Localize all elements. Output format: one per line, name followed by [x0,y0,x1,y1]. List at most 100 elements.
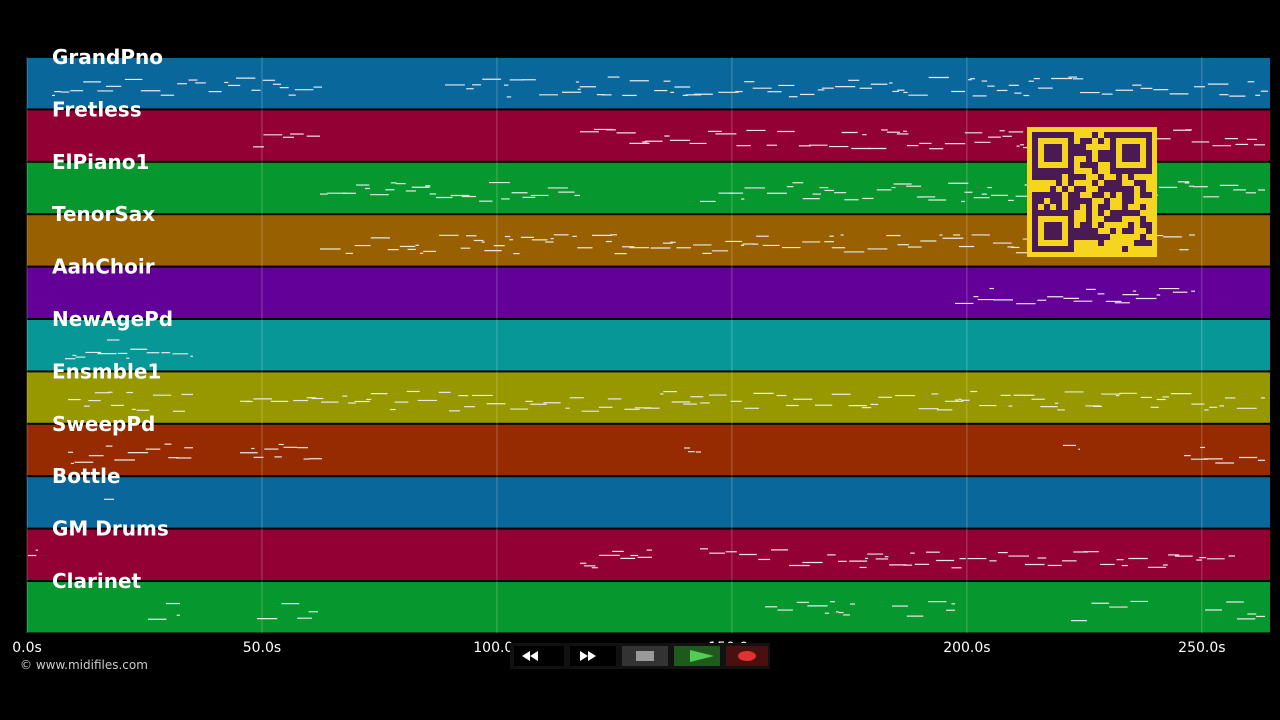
qr-cell [1068,204,1074,210]
qr-cell [1044,204,1050,210]
qr-cell [1092,132,1098,138]
qr-cell [1056,132,1062,138]
qr-cell [1092,192,1098,198]
qr-cell [1092,168,1098,174]
grid [26,57,1203,634]
qr-cell [1110,144,1116,150]
qr-cell [1050,246,1056,252]
track-name: GM Drums [52,517,169,541]
qr-cell [1062,246,1068,252]
qr-cell [1044,210,1050,216]
qr-cell [1104,234,1110,240]
qr-cell [1056,150,1062,156]
qr-cell [1110,186,1116,192]
transport-controls [510,643,770,669]
qr-cell [1140,234,1146,240]
qr-cell [1086,234,1092,240]
qr-cell [1038,174,1044,180]
qr-cell [1068,156,1074,162]
qr-cell [1074,144,1080,150]
qr-cell [1116,186,1122,192]
qr-cell [1128,168,1134,174]
qr-cell [1080,234,1086,240]
qr-cell [1104,186,1110,192]
copyright: © www.midifiles.com [20,658,148,672]
qr-cell [1098,174,1104,180]
qr-cell [1050,210,1056,216]
qr-cell [1044,192,1050,198]
qr-cell [1044,156,1050,162]
qr-cell [1098,150,1104,156]
qr-cell [1050,192,1056,198]
qr-cell [1050,144,1056,150]
qr-cell [1110,150,1116,156]
qr-cell [1146,156,1152,162]
qr-cell [1146,222,1152,228]
qr-cell [1032,156,1038,162]
track-row [27,477,1270,528]
qr-cell [1068,180,1074,186]
track-name: ElPiano1 [52,150,149,174]
qr-cell [1074,198,1080,204]
qr-cell [1110,180,1116,186]
track-name: Fretless [52,97,142,121]
rewind-button[interactable] [514,646,564,666]
track-name: Clarinet [52,569,142,593]
qr-cell [1044,174,1050,180]
qr-cell [1146,144,1152,150]
qr-cell [1110,216,1116,222]
qr-cell [1074,174,1080,180]
track-labels: GrandPno Fretless ElPiano1 TenorSax AahChoir… [52,45,173,593]
qr-cell [1128,132,1134,138]
qr-cell [1086,210,1092,216]
track-row [27,529,1270,580]
qr-cell [1146,138,1152,144]
qr-cell [1146,168,1152,174]
qr-cell [1092,228,1098,234]
forward-icon [580,651,596,661]
tick-label: 100.0s [473,640,520,656]
qr-cell [1050,234,1056,240]
qr-cell [1140,168,1146,174]
qr-cell [1080,222,1086,228]
qr-cell [1074,228,1080,234]
qr-cell [1104,198,1110,204]
qr-cell [1098,204,1104,210]
qr-cell [1116,216,1122,222]
qr-cell [1068,216,1074,222]
qr-cell [1032,162,1038,168]
qr-cell [1128,144,1134,150]
qr-cell [1032,240,1038,246]
qr-cell [1038,168,1044,174]
qr-cell [1044,150,1050,156]
qr-cell [1056,228,1062,234]
track-row [27,320,1270,371]
qr-cell [1134,156,1140,162]
qr-cell [1116,168,1122,174]
qr-cell [1056,198,1062,204]
qr-cell [1038,132,1044,138]
qr-cell [1128,192,1134,198]
qr-cell [1122,204,1128,210]
qr-cell [1104,132,1110,138]
qr-cell [1044,168,1050,174]
qr-cell [1068,234,1074,240]
qr-cell [1140,240,1146,246]
qr-cell [1068,144,1074,150]
qr-cell [1146,150,1152,156]
qr-cell [1068,150,1074,156]
qr-cell [1086,150,1092,156]
qr-cell [1128,150,1134,156]
qr-cell [1092,234,1098,240]
track-row [27,58,1270,109]
qr-cell [1116,132,1122,138]
qr-cell [1128,210,1134,216]
qr-cell [1056,144,1062,150]
qr-cell [1146,132,1152,138]
qr-cell [1086,216,1092,222]
qr-cell [1116,180,1122,186]
qr-cell [1146,228,1152,234]
qr-cell [1038,210,1044,216]
track-name: AahChoir [52,255,155,279]
qr-cell [1104,204,1110,210]
